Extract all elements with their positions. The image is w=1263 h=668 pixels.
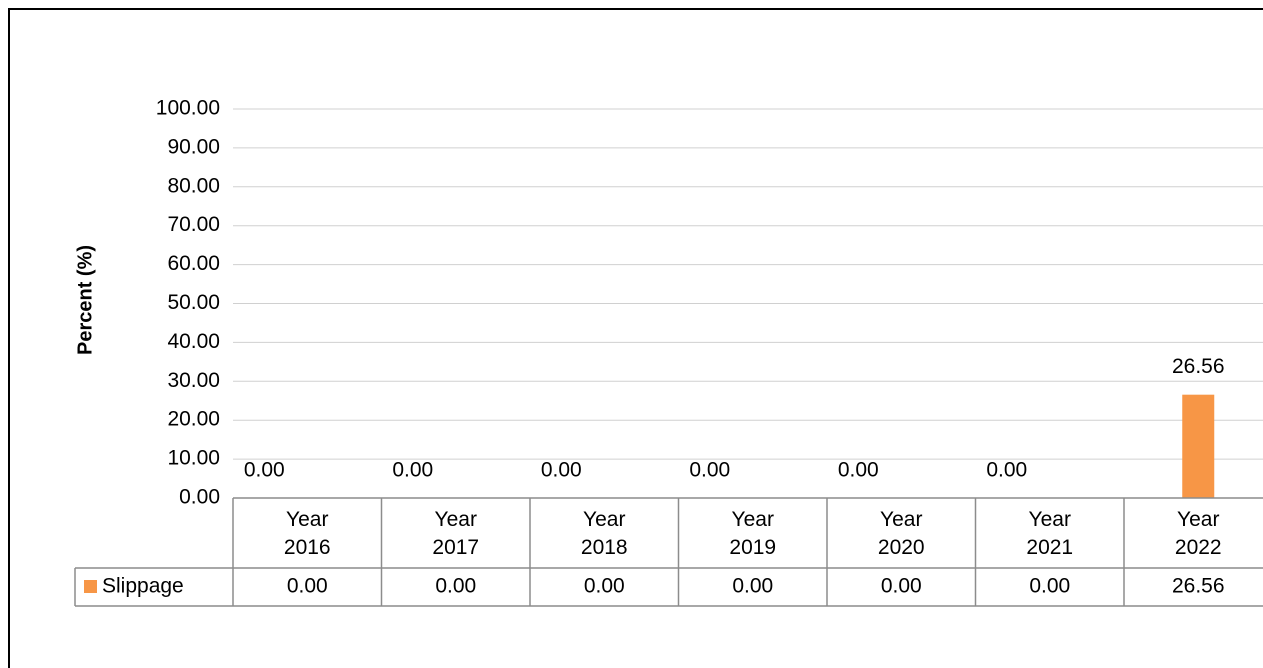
- table-value: 26.56: [1172, 575, 1225, 598]
- legend-label: Slippage: [102, 575, 184, 598]
- y-tick-label: 30.00: [167, 369, 220, 392]
- table-value: 0.00: [584, 575, 625, 598]
- y-tick-label: 0.00: [179, 486, 220, 509]
- y-tick-label: 60.00: [167, 252, 220, 275]
- y-axis-label: Percent (%): [74, 245, 96, 355]
- x-tick-label: Year 2017: [432, 508, 479, 559]
- y-tick-label: 40.00: [167, 330, 220, 353]
- value-label: 0.00: [244, 459, 285, 482]
- value-label: 0.00: [392, 459, 433, 482]
- value-label: 26.56: [1172, 355, 1225, 378]
- y-tick-label: 90.00: [167, 135, 220, 158]
- legend-key: [84, 580, 97, 593]
- x-tick-label: Year 2016: [284, 508, 331, 559]
- table-value: 0.00: [1029, 575, 1070, 598]
- x-tick-label: Year 2020: [878, 508, 925, 559]
- y-tick-label: 50.00: [167, 291, 220, 314]
- y-tick-label: 70.00: [167, 213, 220, 236]
- y-tick-label: 100.00: [156, 97, 220, 120]
- table-value: 0.00: [732, 575, 773, 598]
- y-tick-label: 20.00: [167, 408, 220, 431]
- value-label: 0.00: [541, 459, 582, 482]
- table-value: 0.00: [287, 575, 328, 598]
- y-tick-label: 80.00: [167, 174, 220, 197]
- table-value: 0.00: [881, 575, 922, 598]
- value-label: 0.00: [689, 459, 730, 482]
- y-tick-label: 10.00: [167, 447, 220, 470]
- table-value: 0.00: [435, 575, 476, 598]
- bar: [1182, 394, 1215, 498]
- value-label: 0.00: [986, 459, 1027, 482]
- x-tick-label: Year 2019: [729, 508, 776, 559]
- chart-frame: [8, 8, 1263, 668]
- x-tick-label: Year 2021: [1026, 508, 1073, 559]
- x-tick-label: Year 2018: [581, 508, 628, 559]
- value-label: 0.00: [838, 459, 879, 482]
- x-tick-label: Year 2022: [1175, 508, 1222, 559]
